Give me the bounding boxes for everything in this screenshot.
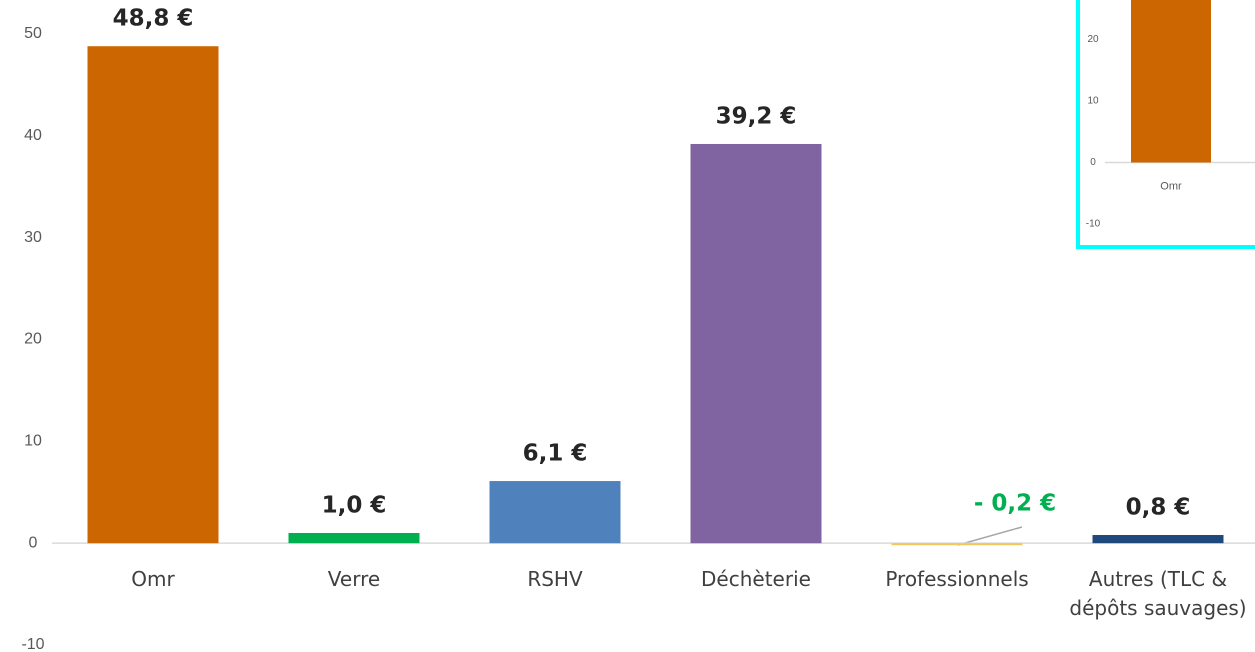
x-tick-label: Professionnels bbox=[885, 567, 1029, 592]
bar bbox=[891, 543, 1023, 546]
y-tick-label: 50 bbox=[24, 25, 42, 42]
y-tick-label: 40 bbox=[24, 127, 42, 144]
y-tick-label: 0 bbox=[1090, 157, 1096, 168]
value-label: 0,8 € bbox=[1126, 495, 1191, 521]
bar bbox=[1131, 0, 1211, 163]
y-tick-label: 30 bbox=[24, 229, 42, 246]
y-tick-label: 20 bbox=[1087, 34, 1099, 45]
x-tick-label: Omr bbox=[131, 567, 175, 592]
y-tick-label: -10 bbox=[1086, 219, 1101, 230]
bar bbox=[489, 481, 621, 544]
y-tick-label: -10 bbox=[21, 636, 44, 652]
y-tick-label: 10 bbox=[24, 433, 42, 450]
x-tick-label: RSHV bbox=[527, 567, 583, 592]
value-label: 6,1 € bbox=[523, 441, 588, 467]
bar bbox=[87, 46, 219, 544]
inset-chart: -10 0 10 20 Omr bbox=[1076, 0, 1255, 249]
y-tick-label: 10 bbox=[1087, 96, 1099, 107]
y-tick-label: 0 bbox=[29, 534, 38, 551]
bar bbox=[1092, 535, 1224, 544]
bar bbox=[288, 532, 420, 544]
value-label: - 0,2 € bbox=[974, 491, 1056, 517]
value-label: 48,8 € bbox=[113, 6, 194, 32]
bar bbox=[690, 143, 822, 544]
y-tick-label: 20 bbox=[24, 331, 42, 348]
x-tick-label: Omr bbox=[1160, 180, 1182, 192]
leader-line bbox=[957, 526, 1023, 546]
value-label: 1,0 € bbox=[322, 492, 387, 518]
value-label: 39,2 € bbox=[716, 103, 797, 129]
x-tick-label: Déchèterie bbox=[701, 567, 811, 592]
x-tick-label: Autres (TLC & dépôts sauvages) bbox=[1069, 567, 1247, 621]
x-tick-label: Verre bbox=[327, 567, 381, 592]
